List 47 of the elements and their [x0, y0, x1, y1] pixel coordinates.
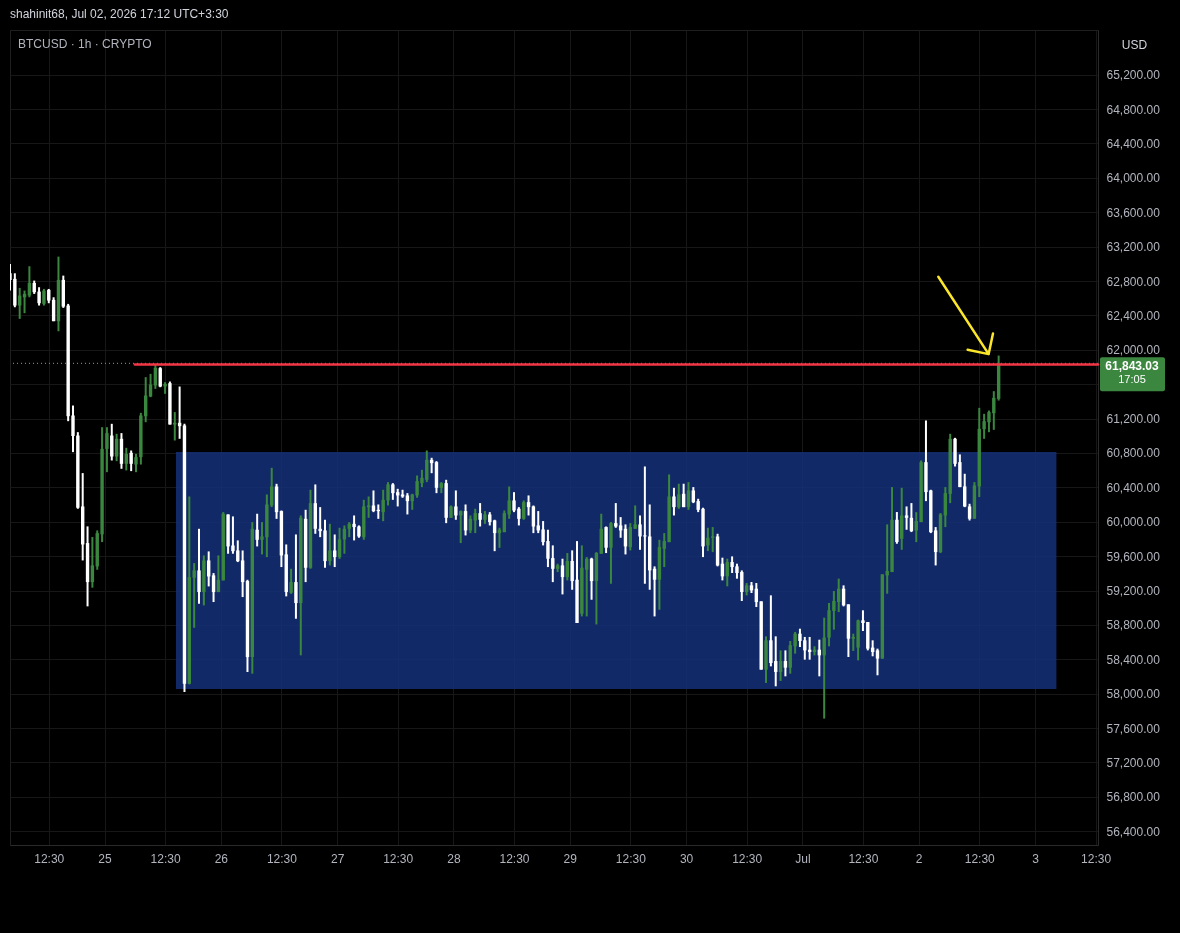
x-tick-label: 2: [915, 851, 923, 866]
x-tick-label: 29: [563, 851, 578, 866]
x-tick-label: 25: [98, 851, 112, 866]
y-tick-label: 65,200.00: [1106, 68, 1161, 83]
y-tick-label: 62,000.00: [1106, 343, 1161, 358]
x-tick-label: 28: [447, 851, 461, 866]
x-tick-label: 3: [1032, 851, 1040, 866]
x-tick-label: Jul: [795, 851, 811, 866]
y-tick-label: 64,400.00: [1106, 136, 1161, 151]
x-tick-label: 12:30: [150, 851, 181, 866]
y-tick-label: 63,600.00: [1106, 205, 1161, 220]
y-tick-label: 58,400.00: [1106, 652, 1161, 667]
y-tick-label: 60,000.00: [1106, 515, 1161, 530]
y-tick-label: 57,600.00: [1106, 721, 1161, 736]
y-tick-label: 61,200.00: [1106, 412, 1161, 427]
x-tick-label: 12:30: [1081, 851, 1112, 866]
text: shahinit68, Jul 02, 2026 17:12 UTC+3:30: [10, 7, 229, 21]
y-axis-title: USD: [1121, 37, 1148, 52]
x-tick-label: 12:30: [964, 851, 996, 866]
x-tick-label: 12:30: [848, 851, 879, 866]
x-tick-label: 12:30: [383, 851, 414, 866]
y-tick-label: 60,800.00: [1106, 446, 1161, 461]
y-tick-label: 58,000.00: [1106, 687, 1161, 702]
y-tick-label: 59,600.00: [1106, 549, 1161, 564]
y-tick-label: 60,400.00: [1106, 480, 1161, 495]
x-tick-label: 27: [330, 851, 345, 866]
y-tick-label: 59,200.00: [1106, 584, 1161, 599]
y-tick-label: 56,800.00: [1106, 790, 1161, 805]
text: BTCUSD · 1h · CRYPTO: [18, 37, 152, 51]
x-tick-label: 12:30: [732, 851, 763, 866]
text: 17:05: [1118, 373, 1146, 386]
y-tick-label: 63,200.00: [1106, 240, 1161, 255]
x-tick-label: 12:30: [615, 851, 647, 866]
text: 61,843.03: [1105, 359, 1160, 374]
y-tick-label: 56,400.00: [1106, 824, 1161, 839]
line-series: [937, 275, 995, 356]
x-tick-label: 12:30: [34, 851, 65, 866]
x-tick-label: 26: [214, 851, 229, 866]
y-tick-label: 58,800.00: [1106, 618, 1161, 633]
x-tick-label: 12:30: [499, 851, 530, 866]
y-tick-label: 62,800.00: [1106, 274, 1161, 289]
y-tick-label: 57,200.00: [1106, 755, 1161, 770]
y-tick-label: 62,400.00: [1106, 308, 1161, 323]
x-tick-label: 30: [679, 851, 694, 866]
y-tick-label: 64,800.00: [1106, 102, 1161, 117]
x-tick-label: 12:30: [266, 851, 298, 866]
y-tick-label: 64,000.00: [1106, 171, 1161, 186]
